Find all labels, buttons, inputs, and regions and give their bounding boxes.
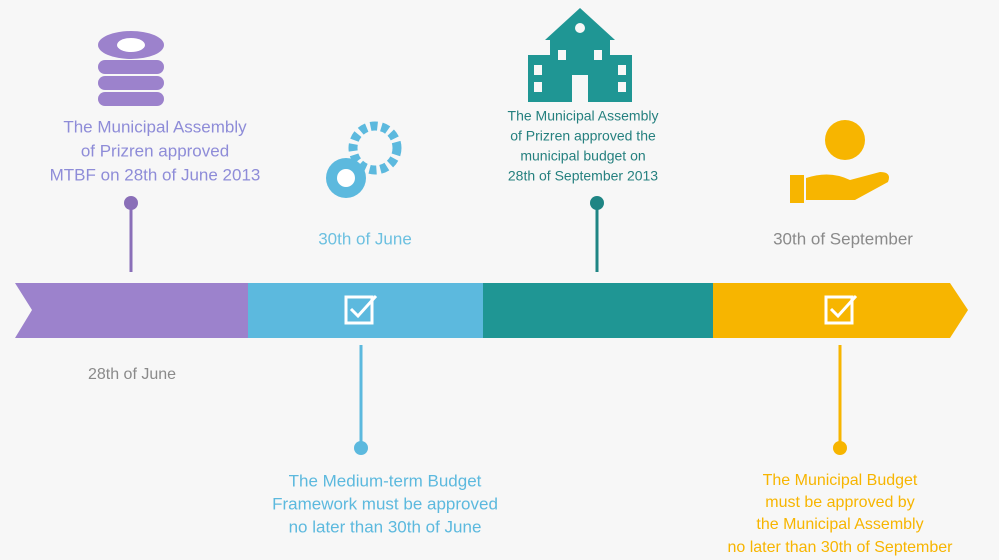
- coins-icon: [98, 31, 164, 106]
- checkbox: [344, 294, 378, 325]
- text-line: MTBF on 28th of June 2013: [50, 165, 261, 184]
- timeline-bar: [15, 283, 968, 338]
- gears-icon: [326, 121, 402, 198]
- segment-orange: [713, 283, 968, 338]
- event-text: The Municipal Assembly of Prizren approv…: [508, 108, 659, 184]
- checkbox: [824, 294, 858, 325]
- date-label: 30th of September: [773, 229, 913, 248]
- connector: [590, 196, 604, 272]
- connector: [124, 196, 138, 272]
- text-line: no later than 30th of September: [727, 539, 953, 556]
- text-line: of Prizren approved the: [510, 128, 656, 144]
- text-line: municipal budget on: [520, 148, 645, 164]
- segment-purple: [15, 283, 248, 338]
- connector: [833, 345, 847, 455]
- event-text: The Municipal Assembly of Prizren approv…: [50, 117, 261, 184]
- building-icon: [528, 8, 632, 102]
- text-line: the Municipal Assembly: [756, 516, 923, 533]
- text-line: no later than 30th of June: [289, 517, 482, 536]
- text-line: The Municipal Assembly: [508, 108, 659, 124]
- segment-teal: [483, 283, 713, 338]
- text-line: The Medium-term Budget: [289, 471, 482, 490]
- text-line: Framework must be approved: [272, 494, 498, 513]
- hand-coin-icon: [790, 120, 889, 203]
- text-line: The Municipal Assembly: [63, 117, 247, 136]
- date-label: 28th of June: [88, 366, 176, 383]
- event-text: The Municipal Budget must be approved by…: [727, 472, 953, 556]
- segment-light-blue: [248, 283, 483, 338]
- text-line: of Prizren approved: [81, 141, 229, 160]
- connector: [354, 345, 368, 455]
- text-line: 28th of September 2013: [508, 168, 658, 184]
- event-text: The Medium-term Budget Framework must be…: [272, 471, 498, 536]
- text-line: must be approved by: [765, 494, 914, 511]
- text-line: The Municipal Budget: [763, 472, 918, 489]
- date-label: 30th of June: [318, 229, 412, 248]
